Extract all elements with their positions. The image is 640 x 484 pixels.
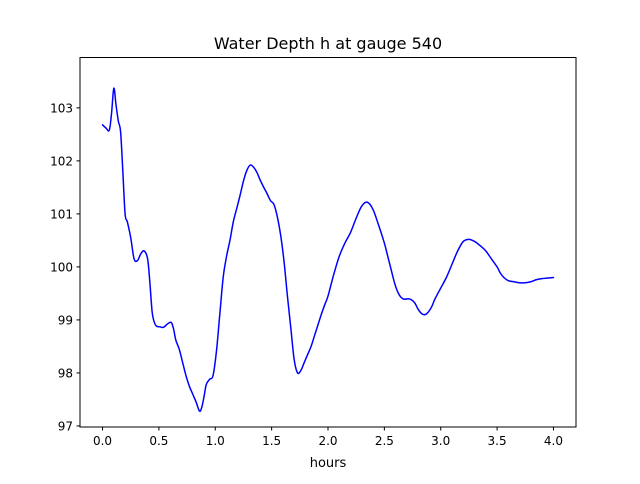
x-tick-label: 2.0 [318, 434, 337, 448]
x-tick-label: 0.5 [149, 434, 168, 448]
y-tick-label: 102 [50, 154, 73, 168]
plot-frame [79, 57, 577, 428]
chart-title: Water Depth h at gauge 540 [214, 34, 442, 53]
x-tick-label: 1.5 [262, 434, 281, 448]
series-layer [101, 87, 555, 413]
series-line [101, 87, 555, 413]
x-tick-label: 4.0 [544, 434, 563, 448]
x-axis-label: hours [310, 456, 347, 471]
y-tick-label: 99 [58, 313, 73, 327]
x-tick-label: 0.0 [93, 434, 112, 448]
y-tick-label: 98 [58, 366, 73, 380]
x-tick-label: 3.0 [431, 434, 450, 448]
x-tick-label: 2.5 [375, 434, 394, 448]
y-tick-label: 100 [50, 260, 73, 274]
y-tick-label: 97 [58, 419, 73, 433]
x-tick-label: 1.0 [206, 434, 225, 448]
ticks-layer: 0.0 0.5 1.0 1.5 2.0 2.5 3.0 3.5 4.0 97 98 99 100 101 1… [50, 101, 563, 448]
y-tick-label: 103 [50, 101, 73, 115]
x-tick-label: 3.5 [488, 434, 507, 448]
y-tick-label: 101 [50, 207, 73, 221]
